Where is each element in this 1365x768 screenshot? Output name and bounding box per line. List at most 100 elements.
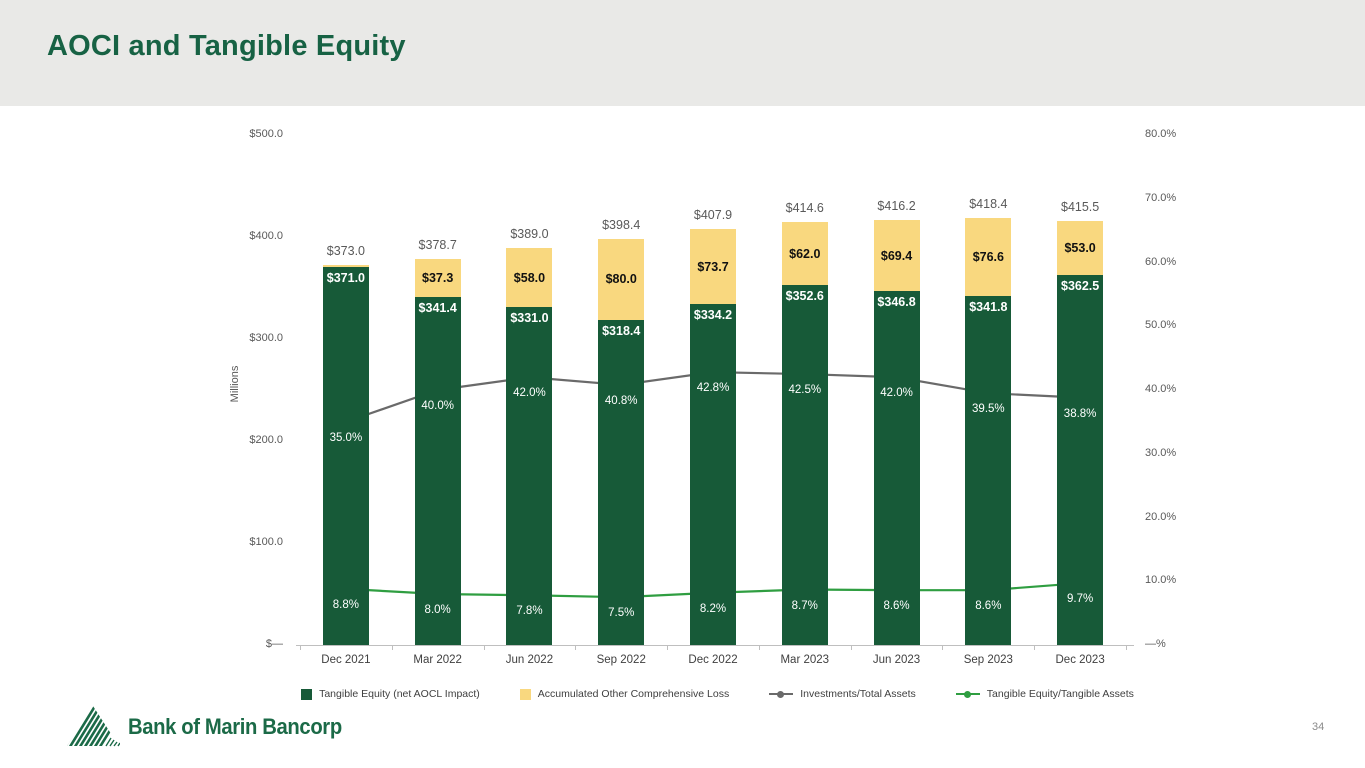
bar-total-label: $418.4 [969,197,1008,212]
bar-value-label-aocl: $58.0 [513,270,546,285]
left-axis-title: Millions [229,365,241,403]
right-axis-tick-label: 80.0% [1145,128,1177,140]
legend-line-icon [955,690,980,698]
investments-line-label: 39.5% [972,403,1005,416]
legend-swatch-icon [519,688,531,700]
bar-segment-aocl [598,238,645,321]
right-axis-tick-label: 30.0% [1145,446,1177,459]
bar-segment-tangible-equity [1057,275,1104,645]
tangible-ratio-line-label: 8.7% [791,599,818,612]
bar-value-label-aocl: $80.0 [605,272,637,287]
bar-total-label: $407.9 [693,207,733,222]
investments-line-label: 35.0% [329,431,363,444]
x-axis-tick [300,645,301,650]
x-axis-tick [850,645,852,650]
bar-segment-tangible-equity [322,266,369,645]
bar-value-label-tangible-equity: $331.0 [510,311,549,326]
left-axis-tick-label: $400.0 [249,230,283,242]
tangible-ratio-line-label: 8.6% [975,600,1002,613]
bar-value-label-aocl: $73.7 [697,259,729,274]
legend-item-label: Investments/Total Assets [800,688,916,700]
bar-value-label-aocl: $53.0 [1064,241,1096,256]
left-axis-tick-label: $— [265,638,283,650]
bar-segment-aocl [873,220,920,292]
left-axis-tick-label: $100.0 [249,536,283,548]
left-axis-tick-label: $300.0 [249,332,283,344]
x-axis-tick [483,645,485,650]
legend-line-dot [963,690,971,698]
legend-swatch-icon [301,688,313,700]
company-name: Bank of Marin Bancorp [128,714,342,739]
x-axis-tick [1126,645,1127,650]
legend-item-label: Accumulated Other Comprehensive Loss [537,688,730,700]
x-axis-line [296,645,1134,646]
bar-value-label-aocl: $37.3 [422,270,454,285]
x-axis-tick [667,645,669,650]
bar-segment-tangible-equity [598,320,645,645]
x-axis-tick [942,645,944,650]
legend-item-label: Tangible Equity/Tangible Assets [986,688,1134,700]
bar-total-label: $389.0 [510,227,549,242]
bar-total-label: $398.4 [602,217,641,232]
bar-segment-aocl [965,218,1012,297]
bar-segment-tangible-equity [506,307,553,645]
bar-value-label-tangible-equity: $334.2 [693,308,733,323]
bar-total-label: $378.7 [418,237,457,252]
tangible-ratio-line-label: 7.5% [608,607,635,620]
investments-line-label: 38.8% [1063,407,1097,420]
x-axis-tick [575,645,577,650]
tangible-ratio-line-label: 8.6% [883,600,910,613]
investments-line-label: 40.0% [421,400,454,412]
bar-segment-aocl [414,258,461,297]
x-axis-category-label: Mar 2022 [413,654,462,666]
slide-header: AOCI and Tangible Equity [0,0,1365,106]
x-axis-tick [758,645,760,650]
right-axis-tick-label: 60.0% [1145,255,1177,268]
right-axis-tick-label: 20.0% [1145,510,1177,523]
legend-item: Tangible Equity/Tangible Assets [955,688,1134,700]
legend-line-dot [777,690,785,698]
left-axis-tick-label: $500.0 [249,128,283,140]
bar-segment-tangible-equity [690,304,736,645]
bar-segment-tangible-equity [781,285,828,645]
x-axis-tick [391,645,393,650]
bar-segment-tangible-equity [873,291,920,645]
tangible-ratio-line-label: 7.8% [516,605,543,618]
tangible-ratio-line-label: 8.8% [332,598,359,611]
legend-line-icon [769,690,794,698]
right-axis-tick-label: 70.0% [1145,191,1177,204]
bar-value-label-tangible-equity: $352.6 [785,289,824,304]
bar-segment-aocl [1057,221,1104,276]
right-axis-tick-label: 50.0% [1145,319,1177,332]
legend-item: Investments/Total Assets [769,688,916,700]
tangible-ratio-line-label: 9.7% [1067,593,1094,606]
tangible-ratio-line-label: 8.2% [699,602,727,615]
x-axis-category-label: Jun 2023 [872,654,921,666]
bar-total-label: $414.6 [785,201,824,216]
right-axis-tick-label: 10.0% [1145,574,1177,587]
x-axis-category-label: Sep 2023 [963,654,1013,666]
bar-total-label: $416.2 [877,199,916,214]
bar-segment-aocl [506,248,553,308]
bar-value-label-tangible-equity: $371.0 [326,270,365,285]
tangible-ratio-line-label: 8.0% [424,604,451,616]
bar-segment-tangible-equity [965,296,1012,645]
right-axis-tick-label: 40.0% [1145,383,1177,395]
investments-line-label: 42.5% [788,384,822,397]
bar-total-label: $373.0 [326,243,365,258]
left-axis-tick-label: $200.0 [249,434,283,446]
company-logo: Bank of Marin Bancorp [66,704,360,750]
slide-title: AOCI and Tangible Equity [47,30,406,62]
bar-segment-aocl [322,264,369,267]
bar-value-label-aocl: $62.0 [789,246,821,261]
investments-line-label: 42.0% [880,387,913,400]
investments-line-label: 42.0% [513,387,546,400]
legend-item-label: Tangible Equity (net AOCL Impact) [319,688,480,700]
bar-value-label-tangible-equity: $362.5 [1060,279,1100,294]
right-axis-tick-label: —% [1145,638,1166,650]
legend-item: Tangible Equity (net AOCL Impact) [301,688,480,700]
x-axis-category-label: Sep 2022 [596,654,646,666]
x-axis-category-label: Dec 2022 [688,654,738,666]
bar-total-label: $415.5 [1060,200,1100,215]
